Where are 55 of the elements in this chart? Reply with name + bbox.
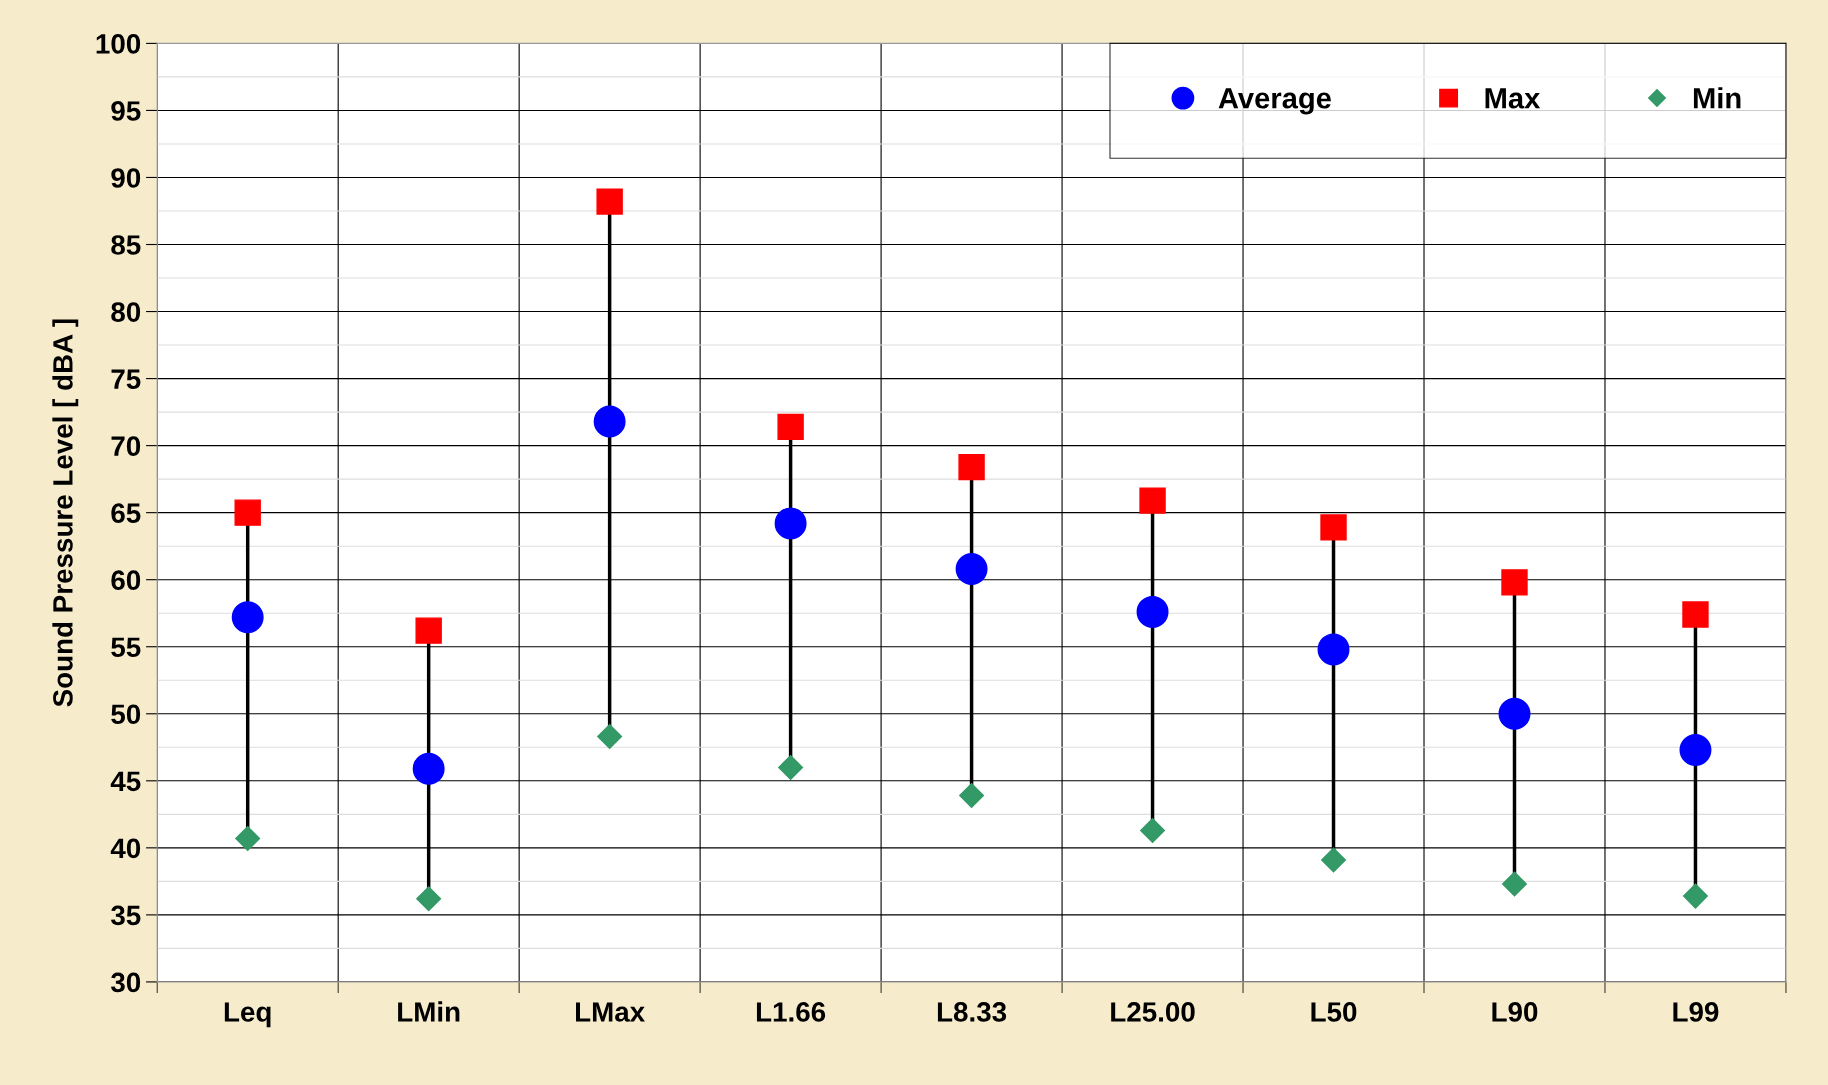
point [1136,595,1169,628]
x-tick-label: LMax [576,1002,645,1022]
y-tick-label: 65 [111,503,141,523]
x-tick-label: Leq [224,1002,271,1028]
legend-label: Max [1485,88,1541,109]
point [777,413,804,441]
y-tick-label: 55 [111,637,141,658]
point [596,188,623,215]
y-tick-label: 45 [110,771,141,792]
legend-label: Average [1218,88,1331,115]
y-tick-label: 30 [110,972,141,993]
point [1321,847,1347,873]
y-tick-label: 75 [111,369,141,389]
y-tick-label: 80 [111,302,141,322]
y-tick-label: 70 [111,436,141,456]
y-tick-label: 60 [111,570,141,591]
point [235,825,261,851]
point [1317,633,1350,666]
point [1502,871,1527,897]
y-tick-label: 35 [110,905,141,926]
y-axis-title: Sound Pressure Level [ dBA ] [52,319,79,707]
y-tick-label: 85 [111,235,141,255]
y-tick-label: 100 [96,34,141,54]
point [955,553,988,585]
point [1682,883,1708,909]
point [415,617,442,644]
point [1679,734,1712,766]
x-tick-label: LMin [398,1001,460,1022]
x-tick-label: L25.00 [1111,1002,1195,1022]
point [1139,487,1166,514]
point [774,507,807,540]
y-tick-label: 40 [110,838,141,859]
y-tick-label: 90 [111,168,141,188]
point [593,405,626,438]
point [597,724,623,750]
x-tick-label: L8.33 [937,1002,1007,1022]
y-tick-label: 50 [111,704,141,725]
point [234,499,261,526]
point [1498,697,1531,730]
point [412,752,445,785]
point [1682,601,1709,628]
legend-label: Min [1693,87,1741,109]
x-tick-label: L50 [1311,1002,1357,1022]
point [231,601,264,634]
x-tick-label: L90 [1492,1002,1538,1022]
point [1140,817,1166,843]
x-tick-label: L99 [1673,1002,1719,1022]
point [958,453,985,481]
point [416,886,442,912]
y-tick-label: 95 [111,101,141,121]
point [959,783,985,809]
point [1501,569,1528,596]
x-tick-label: L1.66 [756,1002,826,1022]
point [778,754,804,780]
point [1320,514,1347,541]
